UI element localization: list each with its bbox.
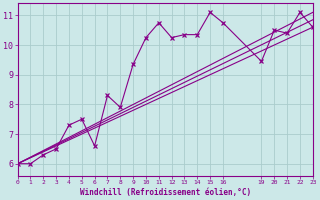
X-axis label: Windchill (Refroidissement éolien,°C): Windchill (Refroidissement éolien,°C) (80, 188, 251, 197)
